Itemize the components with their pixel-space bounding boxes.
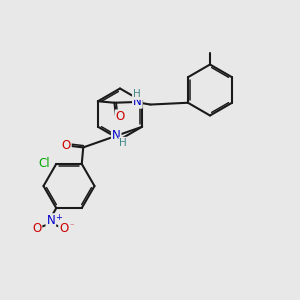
Text: H: H xyxy=(133,89,141,99)
Text: O: O xyxy=(59,222,68,235)
Text: O: O xyxy=(61,139,71,152)
Text: O: O xyxy=(32,222,41,235)
Text: N: N xyxy=(46,214,55,227)
Text: Cl: Cl xyxy=(38,157,50,169)
Text: O: O xyxy=(116,110,125,123)
Text: N: N xyxy=(133,95,142,108)
Text: ⁻: ⁻ xyxy=(69,221,74,230)
Text: H: H xyxy=(119,138,127,148)
Text: N: N xyxy=(112,129,121,142)
Text: +: + xyxy=(55,213,62,222)
